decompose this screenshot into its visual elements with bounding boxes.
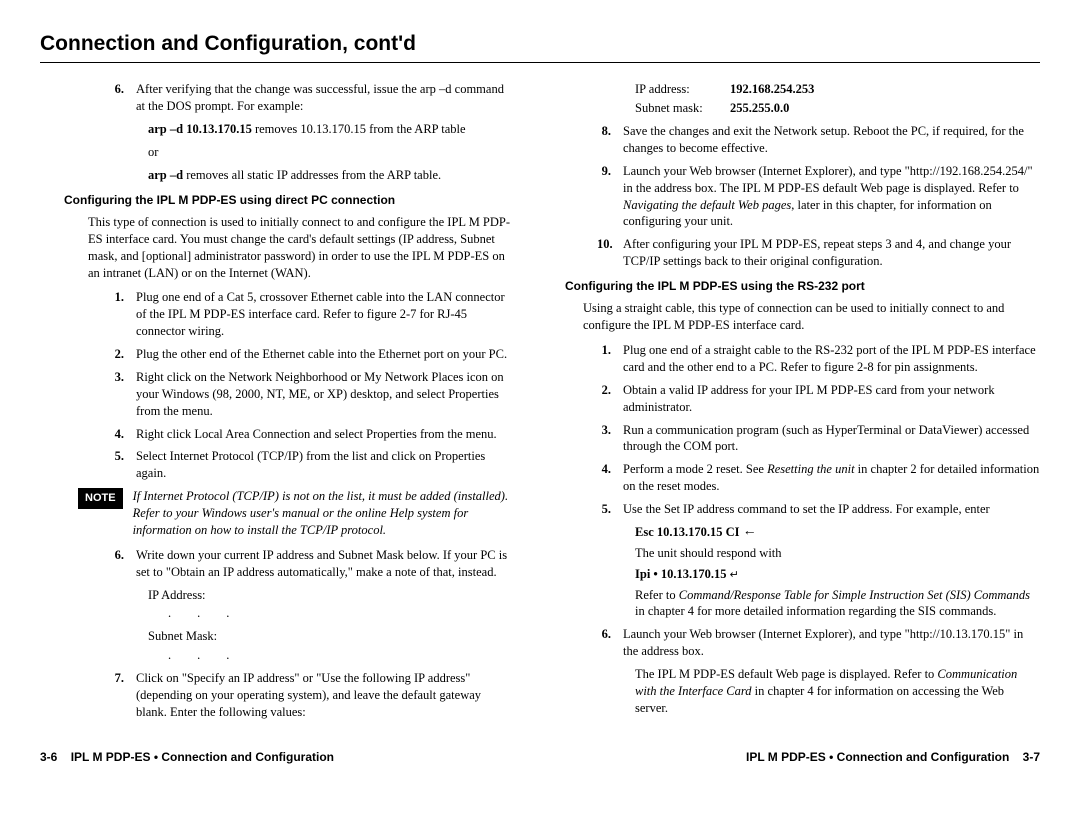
page-title: Connection and Configuration, cont'd [40, 30, 1040, 63]
subnet-label: Subnet Mask: [148, 628, 515, 645]
esc-command: Esc 10.13.170.15 CI [635, 525, 743, 539]
step-number: 6. [110, 81, 136, 115]
ip-address-label: IP Address: [148, 587, 515, 604]
footer-text-right: IPL M PDP-ES • Connection and Configurat… [746, 750, 1009, 764]
ipi-command: Ipi • 10.13.170.15 [635, 567, 730, 581]
step-body: Launch your Web browser (Internet Explor… [623, 163, 1040, 231]
step-number: 6. [110, 547, 136, 581]
step-number: 10. [597, 236, 623, 270]
step-number: 5. [110, 448, 136, 482]
footer-text-left: IPL M PDP-ES • Connection and Configurat… [71, 750, 334, 764]
section-intro: Using a straight cable, this type of con… [583, 300, 1040, 334]
step-number: 3. [597, 422, 623, 456]
command-desc: removes 10.13.170.15 from the ARP table [252, 122, 466, 136]
step-body: Click on "Specify an IP address" or "Use… [136, 670, 515, 721]
subnet-label: Subnet mask: [635, 100, 730, 117]
step-number: 7. [110, 670, 136, 721]
step-number: 2. [110, 346, 136, 363]
command-desc: removes all static IP addresses from the… [183, 168, 441, 182]
note-badge: NOTE [78, 488, 123, 509]
response-text: The unit should respond with [635, 545, 1040, 562]
enter-arrow-icon: ← [743, 525, 757, 539]
step-number: 4. [597, 461, 623, 495]
step-body: After configuring your IPL M PDP-ES, rep… [623, 236, 1040, 270]
step-number: 1. [597, 342, 623, 376]
step-continuation: The IPL M PDP-ES default Web page is dis… [635, 666, 1040, 717]
step-body: Perform a mode 2 reset. See Resetting th… [623, 461, 1040, 495]
step-body: Write down your current IP address and S… [136, 547, 515, 581]
section-heading: Configuring the IPL M PDP-ES using the R… [565, 278, 1040, 294]
note-text: If Internet Protocol (TCP/IP) is not on … [133, 488, 515, 539]
page-number-left: 3-6 [40, 750, 57, 764]
command-text: arp –d 10.13.170.15 [148, 122, 252, 136]
page-footer: 3-6 IPL M PDP-ES • Connection and Config… [40, 749, 1040, 765]
section-heading: Configuring the IPL M PDP-ES using direc… [64, 192, 515, 208]
step-body: Plug one end of a straight cable to the … [623, 342, 1040, 376]
step-body: Save the changes and exit the Network se… [623, 123, 1040, 157]
step-body: Plug the other end of the Ethernet cable… [136, 346, 515, 363]
step-number: 5. [597, 501, 623, 518]
subnet-value: 255.255.0.0 [730, 100, 789, 117]
refer-text: Refer to Command/Response Table for Simp… [635, 587, 1040, 621]
ip-value: 192.168.254.253 [730, 81, 814, 98]
step-number: 9. [597, 163, 623, 231]
step-body: Obtain a valid IP address for your IPL M… [623, 382, 1040, 416]
step-body: Use the Set IP address command to set th… [623, 501, 1040, 518]
step-body: Right click Local Area Connection and se… [136, 426, 515, 443]
command-text: arp –d [148, 168, 183, 182]
section-intro: This type of connection is used to initi… [88, 214, 515, 282]
note-block: NOTE If Internet Protocol (TCP/IP) is no… [78, 488, 515, 539]
step-body: After verifying that the change was succ… [136, 81, 515, 115]
step-number: 1. [110, 289, 136, 340]
step-body: Select Internet Protocol (TCP/IP) from t… [136, 448, 515, 482]
step-number: 2. [597, 382, 623, 416]
page-number-right: 3-7 [1023, 750, 1040, 764]
or-text: or [148, 144, 515, 161]
content-columns: 6. After verifying that the change was s… [40, 81, 1040, 726]
step-body: Run a communication program (such as Hyp… [623, 422, 1040, 456]
step-body: Right click on the Network Neighborhood … [136, 369, 515, 420]
dots-row: ... [168, 605, 515, 622]
step-body: Launch your Web browser (Internet Explor… [623, 626, 1040, 660]
dots-row: ... [168, 647, 515, 664]
step-number: 8. [597, 123, 623, 157]
return-icon: ↵ [730, 568, 739, 583]
left-column: 6. After verifying that the change was s… [40, 81, 515, 726]
step-number: 3. [110, 369, 136, 420]
step-number: 6. [597, 626, 623, 660]
right-column: IP address: 192.168.254.253 Subnet mask:… [565, 81, 1040, 726]
step-number: 4. [110, 426, 136, 443]
ip-label: IP address: [635, 81, 730, 98]
step-body: Plug one end of a Cat 5, crossover Ether… [136, 289, 515, 340]
